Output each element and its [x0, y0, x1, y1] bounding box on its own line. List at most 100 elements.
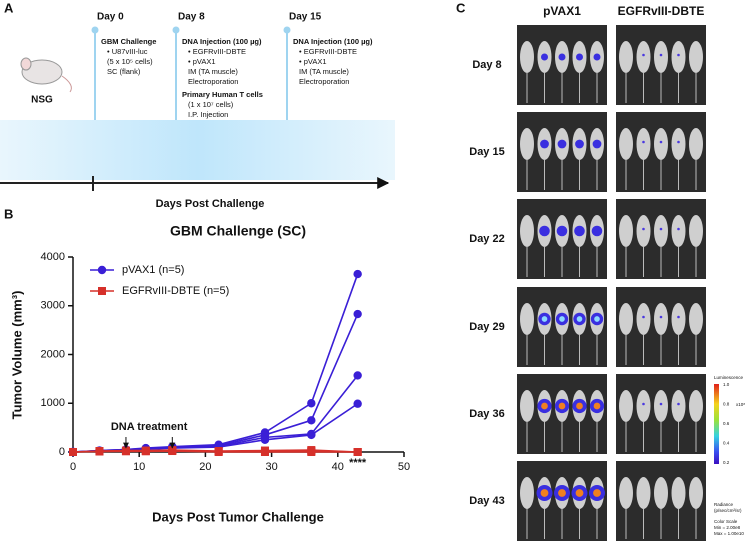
mouse-icon: [20, 57, 72, 93]
annotation: ****: [349, 457, 367, 469]
row-label: Day 8: [472, 59, 501, 71]
mouse-body: [654, 477, 668, 509]
mouse-body: [520, 477, 534, 509]
mouse-body: [654, 390, 668, 422]
signal-faint: [677, 227, 680, 231]
y-tick-label: 4000: [41, 251, 65, 263]
data-point: [353, 309, 362, 319]
x-tick-label: 40: [332, 461, 344, 473]
signal-faint: [642, 140, 645, 144]
mouse-body: [671, 41, 686, 73]
data-point: [260, 448, 269, 456]
event-item: Electroporation: [299, 77, 349, 86]
signal-inner: [559, 316, 565, 322]
data-point: [353, 269, 362, 279]
y-tick-label: 2000: [41, 348, 65, 360]
event-item: • EGFRvIII-DBTE: [299, 47, 357, 56]
mouse-body: [619, 303, 633, 335]
mouse-body: [654, 215, 668, 247]
event-dot: [172, 26, 180, 34]
x-tick-label: 10: [133, 461, 145, 473]
legend-marker: [97, 265, 107, 275]
legend-label: EGFRvIII-DBTE (n=5): [122, 285, 229, 297]
data-point: [307, 399, 316, 408]
timeline-band: [0, 120, 395, 180]
signal-outer: [574, 225, 585, 237]
event-day: Day 0: [97, 12, 124, 23]
mouse-body: [671, 477, 686, 509]
data-point: [307, 430, 316, 440]
colorbar-tick: 1.0: [723, 382, 730, 387]
colorbar-unit: (p/sec/cm²/sr): [714, 508, 742, 513]
data-point: [260, 435, 270, 445]
x-tick-label: 50: [398, 461, 410, 473]
event-dot: [91, 26, 99, 34]
data-point: [168, 447, 177, 456]
legend-label: pVAX1 (n=5): [122, 264, 184, 276]
timeline-label: Days Post Challenge: [156, 198, 265, 210]
signal-faint: [677, 140, 680, 144]
signal-outer: [540, 139, 549, 149]
event-item: I.P. Injection: [188, 110, 228, 119]
signal-faint: [642, 53, 645, 57]
column-header: pVAX1: [543, 4, 581, 18]
mouse-body: [671, 215, 686, 247]
data-point: [353, 448, 362, 456]
mouse-body: [671, 303, 686, 335]
row-label: Day 36: [469, 408, 504, 420]
data-point: [121, 447, 130, 456]
colorbar-title: Luminescence: [714, 375, 744, 380]
signal-faint: [642, 315, 645, 319]
mouse-body: [619, 41, 633, 73]
signal-outer: [556, 225, 568, 237]
mouse-body: [671, 390, 686, 422]
mouse-body: [671, 128, 686, 160]
colorbar-unit: Radiance: [714, 502, 734, 507]
chart-title: GBM Challenge (SC): [170, 223, 306, 239]
colorbar-tick: 0.6: [723, 421, 730, 426]
x-tick-label: 0: [70, 461, 76, 473]
event-heading: GBM Challenge: [101, 37, 156, 46]
signal-inner: [540, 489, 549, 497]
event-item: IM (TA muscle): [299, 67, 349, 76]
signal-inner: [576, 402, 583, 410]
mouse-label: NSG: [31, 95, 53, 106]
colorbar-scale: Min = 2.00e8: [714, 525, 741, 530]
event-heading: Primary Human T cells: [182, 90, 263, 99]
signal-outer: [539, 225, 550, 237]
signal-faint: [659, 140, 663, 144]
data-point: [95, 447, 104, 456]
colorbar-scale: Color Scale: [714, 519, 738, 524]
signal-inner: [576, 316, 583, 322]
signal-faint: [677, 315, 680, 319]
mouse-body: [520, 390, 534, 422]
y-tick-label: 1000: [41, 397, 65, 409]
mouse-body: [520, 303, 534, 335]
signal-outer: [575, 139, 584, 149]
event-item: (5 x 10⁵ cells): [107, 57, 153, 66]
signal-faint: [642, 402, 645, 406]
mouse-body: [520, 215, 534, 247]
mouse-body: [689, 390, 703, 422]
row-label: Day 29: [469, 321, 504, 333]
event-day: Day 8: [178, 12, 205, 23]
signal-faint: [659, 227, 663, 231]
mouse-body: [689, 41, 703, 73]
annotation: DNA treatment: [111, 421, 188, 433]
mouse-body: [654, 303, 668, 335]
event-item: Electroporation: [188, 77, 238, 86]
event-item: SC (flank): [107, 67, 141, 76]
mouse-body: [619, 128, 633, 160]
row-label: Day 15: [469, 146, 504, 158]
event-item: • pVAX1: [299, 57, 327, 66]
colorbar-exponent: x10⁸: [736, 402, 745, 407]
mouse-body: [689, 128, 703, 160]
signal-outer: [591, 225, 603, 237]
data-point: [69, 448, 77, 456]
signal-inner: [558, 402, 566, 410]
signal-inner: [575, 489, 584, 497]
signal-faint: [659, 315, 663, 319]
data-point: [353, 399, 362, 408]
mouse-body: [689, 303, 703, 335]
